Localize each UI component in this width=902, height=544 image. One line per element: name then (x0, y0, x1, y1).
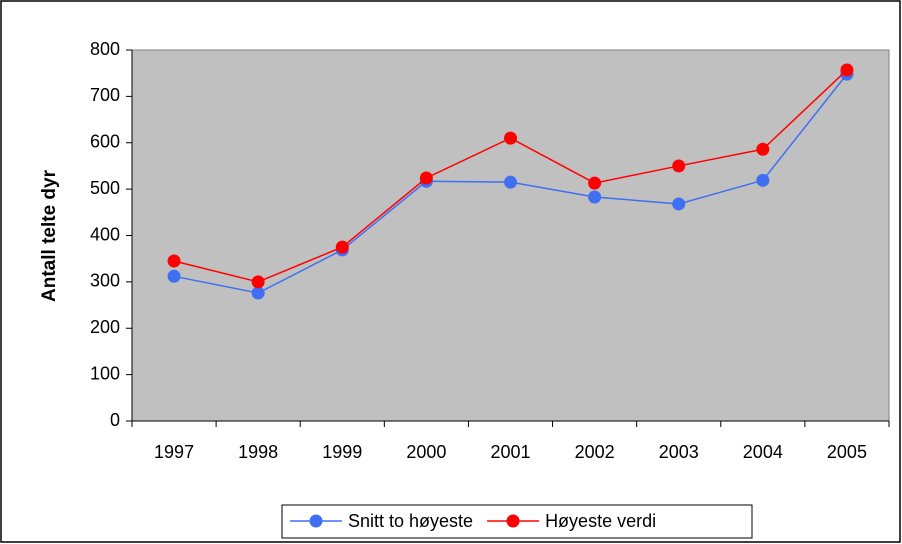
y-tick-label: 800 (90, 39, 120, 59)
x-tick-label: 1997 (154, 442, 194, 462)
data-point (672, 197, 686, 211)
y-tick-label: 0 (110, 410, 120, 430)
data-point (335, 240, 349, 254)
plot-area (131, 49, 890, 422)
data-point (167, 269, 181, 283)
data-point (588, 190, 602, 204)
data-point (251, 275, 265, 289)
y-tick-label: 400 (90, 224, 120, 244)
x-tick-label: 2004 (743, 442, 783, 462)
x-tick-label: 2001 (490, 442, 530, 462)
x-tick-label: 1999 (322, 442, 362, 462)
legend-label: Snitt to høyeste (348, 511, 473, 531)
legend-marker (506, 514, 520, 528)
x-tick-label: 2000 (406, 442, 446, 462)
y-tick-label: 700 (90, 85, 120, 105)
data-point (756, 142, 770, 156)
data-point (756, 173, 770, 187)
x-tick-label: 2003 (659, 442, 699, 462)
data-point (840, 63, 854, 77)
data-point (504, 175, 517, 189)
data-point (504, 131, 517, 145)
y-tick-label: 300 (90, 271, 120, 291)
x-tick-label: 1998 (238, 442, 278, 462)
y-axis-label: Antall telte dyr (39, 169, 60, 302)
data-point (251, 286, 265, 300)
legend-label: Høyeste verdi (545, 511, 656, 531)
x-tick-label: 2005 (827, 442, 867, 462)
data-point (588, 176, 602, 190)
y-tick-label: 100 (90, 363, 120, 383)
x-tick-label: 2002 (575, 442, 615, 462)
y-tick-label: 500 (90, 178, 120, 198)
y-tick-label: 200 (90, 317, 120, 337)
data-point (419, 171, 433, 185)
y-tick-label: 600 (90, 132, 120, 152)
data-point (167, 254, 181, 268)
data-point (672, 159, 686, 173)
legend-marker (309, 514, 323, 528)
